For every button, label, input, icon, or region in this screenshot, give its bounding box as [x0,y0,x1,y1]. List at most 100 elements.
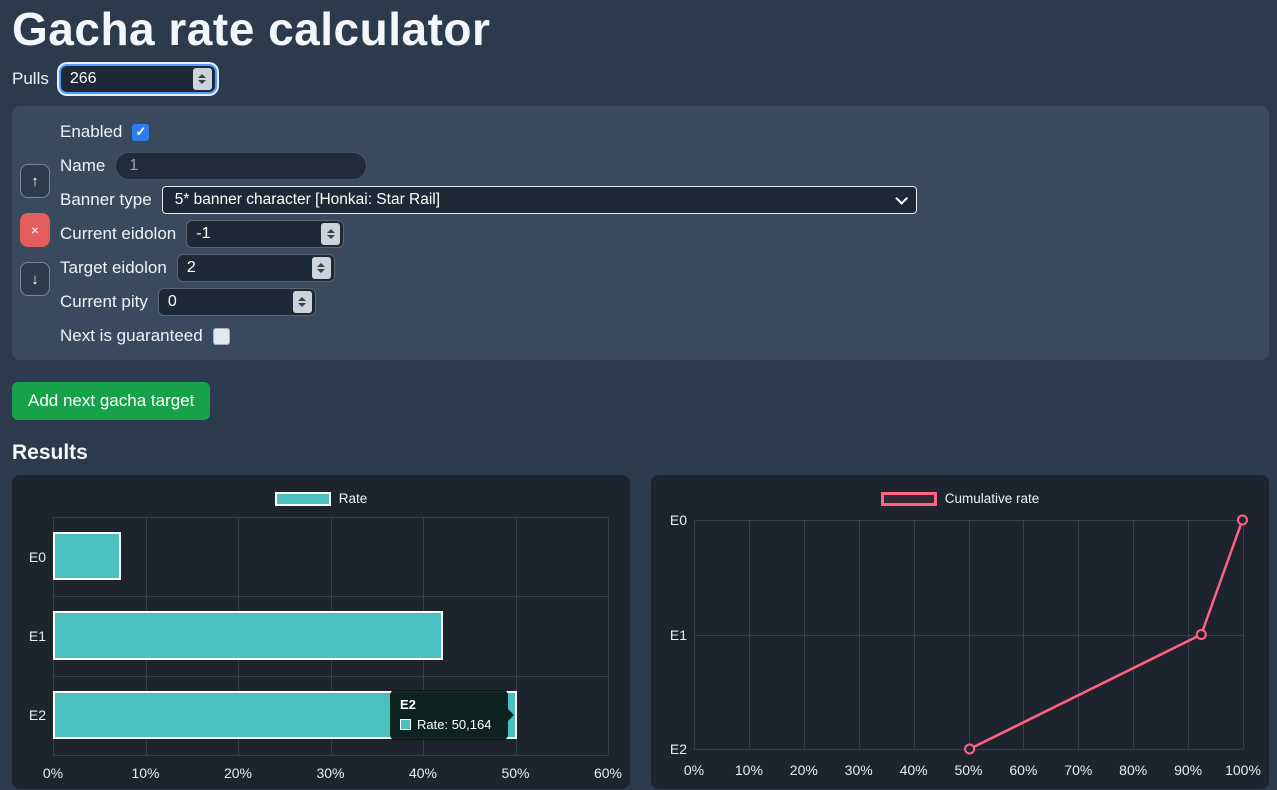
gridline [694,520,1243,521]
spin-down-icon[interactable] [298,303,307,307]
spin-up-icon[interactable] [198,74,207,78]
pulls-input[interactable]: 266 [58,64,217,94]
spin-down-icon[interactable] [317,269,326,273]
pulls-label: Pulls [12,69,49,88]
number-spinner[interactable] [192,68,212,90]
spin-down-icon[interactable] [198,80,207,84]
data-point[interactable] [964,743,976,755]
current-pity-value: 0 [167,293,177,310]
current-pity-row: Current pity 0 [60,288,1255,316]
gridline [694,634,1243,636]
x-tick-label: 90% [1174,762,1203,778]
rate-legend[interactable]: Rate [12,491,630,506]
target-reorder-controls: ↑ × ↓ [20,164,50,296]
y-tick-label: E1 [28,628,46,644]
current-eidolon-row: Current eidolon -1 [60,220,1255,248]
chevron-down-icon [894,191,908,205]
chart-tooltip: E2 Rate: 50,164 [390,690,515,741]
move-up-button[interactable]: ↑ [20,164,50,198]
y-tick-label: E0 [669,512,687,528]
move-down-button[interactable]: ↓ [20,262,50,296]
x-tick-label: 60% [1009,762,1038,778]
spin-down-icon[interactable] [326,235,335,239]
current-eidolon-input[interactable]: -1 [186,220,345,248]
rate-legend-swatch [274,491,331,506]
spin-up-icon[interactable] [298,297,307,301]
target-eidolon-input[interactable]: 2 [176,254,335,282]
add-gacha-target-button[interactable]: Add next gacha target [12,382,211,420]
cumulative-rate-line-chart: Cumulative rate E0 E1 E2 0% 10% 20% 30% 40% 50%… [651,475,1269,789]
check-icon: ✓ [135,124,147,139]
bar-e1[interactable] [53,611,444,660]
current-pity-input[interactable]: 0 [157,288,316,316]
remove-target-button[interactable]: × [20,213,50,247]
enabled-row: Enabled ✓ [60,118,1255,146]
enabled-label: Enabled [60,122,123,141]
name-label: Name [60,156,106,175]
spin-up-icon[interactable] [317,263,326,267]
banner-type-label: Banner type [60,190,152,209]
current-pity-label: Current pity [60,292,148,311]
x-tick-label: 100% [1225,762,1261,778]
gridline [53,596,608,598]
bar-y-axis-labels: E0 E1 E2 [12,517,46,755]
line-x-axis-labels: 0% 10% 20% 30% 40% 50% 60% 70% 80% 90% 100% [684,762,1261,782]
x-tick-label: 40% [408,765,438,781]
results-charts: Rate E0 E1 E2 0% 10% 20% 30% 40% 50% 60% E2 Rate… [12,475,1269,789]
banner-type-select[interactable]: 5* banner character [Honkai: Star Rail] [161,186,917,214]
spin-up-icon[interactable] [326,229,335,233]
next-guaranteed-label: Next is guaranteed [60,326,203,345]
x-tick-label: 0% [683,762,705,778]
line-y-axis-labels: E0 E1 E2 [651,512,687,757]
gridline [608,517,609,755]
target-eidolon-label: Target eidolon [60,258,167,277]
x-tick-label: 50% [954,762,983,778]
y-tick-label: E2 [28,707,46,724]
bar-x-axis-labels: 0% 10% 20% 30% 40% 50% 60% [43,765,622,785]
tooltip-value: Rate: 50,164 [417,717,492,733]
banner-type-value: 5* banner character [Honkai: Star Rail] [174,191,441,208]
name-row: Name 1 [60,152,1255,180]
current-eidolon-value: -1 [196,225,211,242]
data-point[interactable] [1195,629,1207,640]
number-spinner[interactable] [321,223,341,245]
x-tick-label: 20% [789,762,818,778]
x-tick-label: 60% [593,765,623,781]
line-plot-area [694,514,1248,755]
name-input[interactable]: 1 [115,152,368,180]
results-heading: Results [12,441,88,464]
cumulative-legend[interactable]: Cumulative rate [651,491,1269,506]
x-tick-label: 20% [223,765,253,781]
data-point[interactable] [1236,514,1248,526]
banner-type-row: Banner type 5* banner character [Honkai:… [60,186,1255,214]
y-tick-label: E1 [669,626,687,643]
bar-plot-area [53,517,609,756]
x-tick-label: 50% [501,765,530,781]
x-tick-label: 40% [899,762,928,778]
x-tick-label: 80% [1119,762,1148,778]
cumulative-legend-label: Cumulative rate [944,491,1040,506]
pulls-row: Pulls 266 [12,64,1269,94]
next-guaranteed-row: Next is guaranteed [60,322,1255,350]
cumulative-rate-line [964,514,1248,755]
gridline [515,517,517,755]
pulls-value: 266 [69,70,97,87]
x-tick-label: 10% [131,765,160,781]
number-spinner[interactable] [292,291,312,313]
x-tick-label: 10% [734,762,763,778]
number-spinner[interactable] [311,257,331,279]
bar-e0[interactable] [53,532,121,581]
gridline [53,675,608,677]
page-title: Gacha rate calculator [12,3,491,55]
rate-bar-chart: Rate E0 E1 E2 0% 10% 20% 30% 40% 50% 60% E2 Rate… [12,475,630,789]
enabled-checkbox[interactable]: ✓ [132,123,150,141]
gridline [53,517,608,518]
gacha-target-card: ↑ × ↓ Enabled ✓ Name 1 Banner type 5* ba… [12,106,1269,360]
name-value: 1 [129,157,139,174]
y-tick-label: E2 [669,741,687,757]
next-guaranteed-checkbox[interactable] [212,327,230,345]
tooltip-swatch [400,719,412,731]
x-tick-label: 70% [1064,762,1093,778]
tooltip-title: E2 [400,697,416,713]
